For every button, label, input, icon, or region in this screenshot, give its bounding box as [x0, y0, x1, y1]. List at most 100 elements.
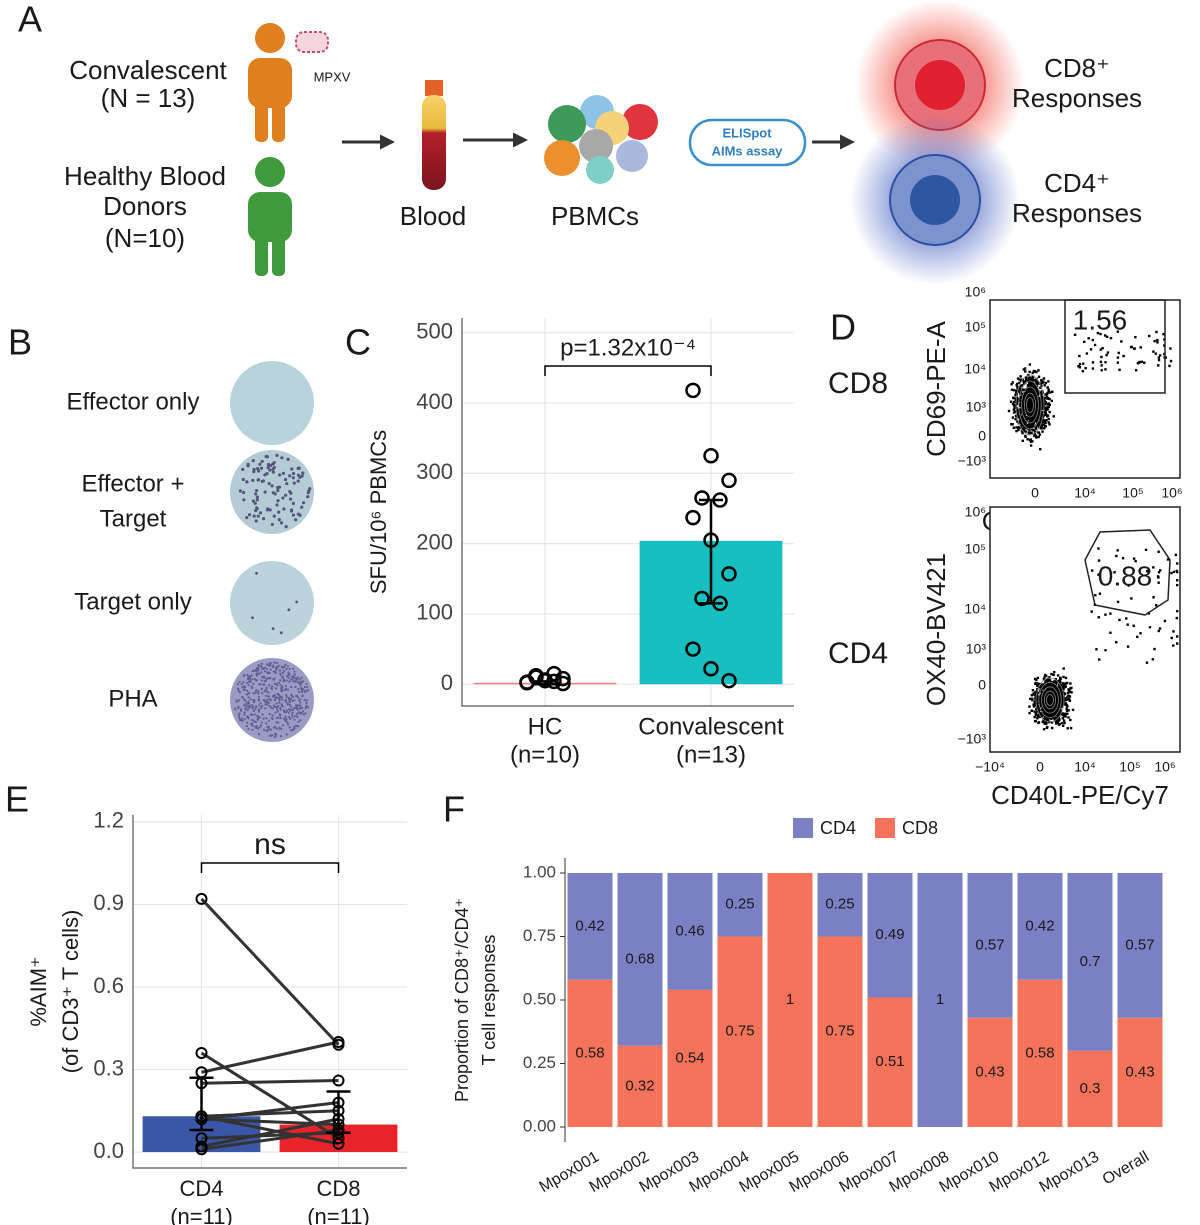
event-dot [1032, 418, 1036, 421]
response-label: Responses [1012, 83, 1142, 113]
spot [272, 678, 275, 681]
spot [279, 683, 282, 687]
event-dot [1134, 559, 1137, 563]
gate-value: 0.88 [1098, 560, 1153, 591]
contour [1044, 690, 1057, 710]
spot [271, 470, 275, 474]
event-dot [1116, 600, 1120, 604]
event-dot [1101, 346, 1104, 350]
x-tick-label: CD4 [179, 1176, 223, 1201]
spot [273, 492, 277, 496]
event-dot [1041, 720, 1045, 724]
event-dot [1043, 384, 1046, 387]
event-dot [1036, 695, 1039, 698]
x-tick-label: 10⁶ [1161, 485, 1182, 501]
spot [279, 708, 282, 711]
event-dot [1176, 609, 1179, 613]
event-dot [1062, 719, 1066, 722]
spot [261, 713, 264, 716]
event-dot [1176, 635, 1179, 638]
spot [258, 704, 261, 707]
event-dot [1020, 427, 1024, 430]
spot [252, 682, 255, 685]
event-dot [1035, 417, 1038, 420]
event-dot [1044, 680, 1047, 683]
event-dot [1063, 692, 1067, 696]
event-dot [1043, 399, 1046, 402]
spot [247, 696, 250, 699]
spot [279, 717, 282, 720]
spot [293, 714, 296, 718]
spot [275, 721, 278, 724]
value-label: 0.43 [1125, 1063, 1154, 1080]
spot [279, 672, 282, 675]
y-tick-label: 1.00 [523, 862, 556, 881]
spot [252, 701, 256, 704]
event-dot [1034, 434, 1038, 437]
value-label: 0.75 [825, 1023, 854, 1040]
event-dot [1022, 409, 1025, 413]
event-dot [1045, 679, 1049, 683]
event-dot [1059, 711, 1062, 715]
event-dot [1028, 428, 1031, 432]
spot [301, 471, 305, 475]
spot [265, 667, 269, 671]
bar-segment [867, 997, 913, 1128]
event-dot [1052, 415, 1055, 418]
x-tick-label: 10⁵ [1119, 759, 1140, 775]
plot-frame [989, 506, 1181, 753]
event-dot [1104, 613, 1107, 616]
event-dot [1132, 557, 1136, 560]
event-dot [1053, 716, 1057, 720]
event-dot [1017, 426, 1021, 429]
value-label: 0.75 [725, 1023, 754, 1040]
spot [290, 467, 294, 471]
event-dot [1029, 402, 1032, 405]
event-dot [1023, 367, 1027, 370]
spot [285, 693, 288, 697]
y-tick-label: 400 [416, 389, 453, 414]
event-dot [1038, 403, 1041, 407]
event-dot [1011, 402, 1015, 406]
spot [258, 683, 261, 686]
spot [276, 488, 280, 493]
spot [294, 518, 298, 522]
event-dot [1029, 444, 1033, 447]
event-dot [1053, 704, 1057, 707]
spot [296, 473, 301, 477]
event-dot [1011, 381, 1014, 384]
event-dot [1050, 689, 1053, 692]
spot [291, 501, 296, 505]
spot [247, 702, 251, 705]
event-dot [1039, 410, 1042, 413]
event-dot [1062, 695, 1065, 699]
event-dot [1134, 335, 1137, 339]
event-dot [1023, 388, 1027, 392]
event-dot [1038, 433, 1042, 436]
event-dot [1055, 686, 1058, 689]
spot [281, 471, 286, 475]
event-dot [1049, 715, 1052, 718]
spot [254, 509, 258, 513]
event-dot [1032, 410, 1036, 413]
spot [292, 481, 296, 485]
event-dot [1153, 339, 1156, 343]
event-dot [1042, 701, 1046, 705]
event-dot [1016, 412, 1019, 416]
row-label: CD4 [828, 637, 888, 670]
value-label: 0.49 [875, 926, 904, 943]
event-dot [1036, 684, 1039, 687]
spot [245, 706, 248, 709]
spot [276, 485, 280, 490]
well-label: Target only [74, 588, 191, 615]
event-dot [1047, 389, 1050, 393]
y-tick-label: 10⁵ [965, 541, 986, 557]
spot [300, 687, 304, 690]
panel-b-art [230, 361, 314, 742]
spot [296, 696, 300, 699]
event-dot [1055, 717, 1058, 720]
event-dot [1030, 419, 1034, 423]
event-dot [1050, 698, 1053, 702]
spot [296, 466, 300, 470]
event-dot [1039, 447, 1042, 451]
